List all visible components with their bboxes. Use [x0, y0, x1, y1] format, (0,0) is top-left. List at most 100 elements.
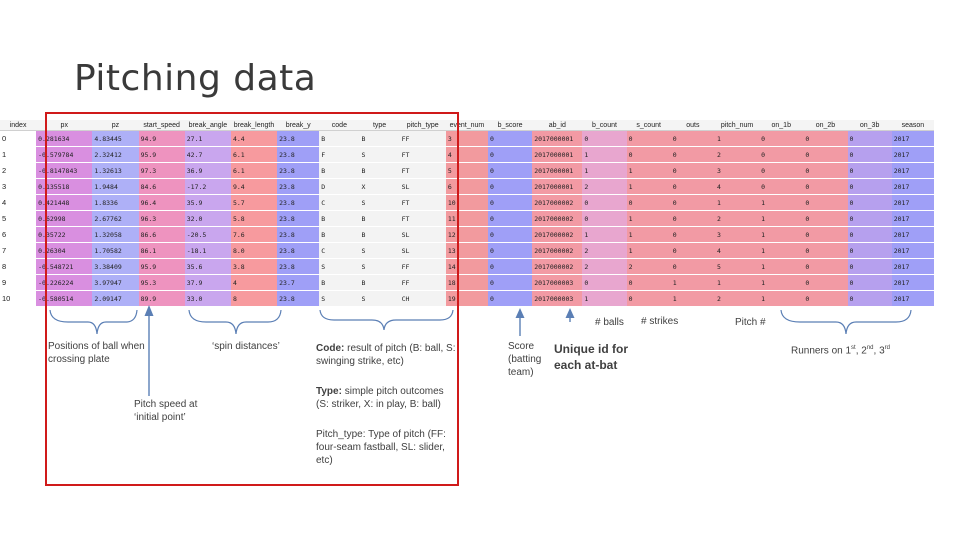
table-cell: 23.8: [277, 290, 320, 307]
table-cell: 1: [759, 210, 804, 227]
table-cell: 0: [670, 242, 715, 259]
table-cell: S: [359, 258, 400, 275]
table-cell: 1: [759, 226, 804, 243]
annotation-strikes: # strikes: [641, 316, 679, 327]
column-header-break-length: break_length: [230, 120, 278, 131]
table-cell: B: [359, 274, 400, 291]
table-cell: 0: [626, 146, 671, 163]
table-row: 10 -0.580514 2.09147 89.9 33.0 8 23.8 S S CH 19 0 20…: [0, 290, 934, 307]
table-cell: B: [319, 162, 360, 179]
code-term: Code:: [316, 343, 345, 354]
bracket-code-type: [319, 309, 454, 331]
table-cell: 2017000001: [532, 178, 583, 195]
table-cell: 0: [670, 210, 715, 227]
table-cell: 0.62998: [36, 210, 93, 227]
table-cell: SL: [399, 178, 446, 195]
table-cell: 0: [670, 258, 715, 275]
column-header-s-count: s_count: [626, 120, 671, 131]
table-cell: 1: [759, 242, 804, 259]
table-cell: 0: [759, 130, 804, 147]
row-index: 7: [0, 242, 37, 259]
code-desc: result of pitch (B: ball, S: swinging st…: [316, 343, 456, 367]
table-cell: FT: [399, 194, 446, 211]
table-cell: 5: [714, 258, 760, 275]
row-index: 8: [0, 258, 37, 275]
column-header-on-2b: on_2b: [803, 120, 848, 131]
column-header-start-speed: start_speed: [138, 120, 185, 131]
table-cell: 23.8: [277, 194, 320, 211]
table-cell: 0: [759, 162, 804, 179]
table-cell: 0.281634: [36, 130, 93, 147]
table-row: 8 -0.548721 3.38409 95.9 35.6 3.8 23.8 S S FF 14 0 2…: [0, 258, 934, 275]
table-cell: 2017000002: [532, 242, 583, 259]
table-cell: 94.9: [138, 130, 185, 147]
table-cell: 10: [445, 194, 488, 211]
runners-text-2: , 2: [855, 345, 867, 357]
table-cell: 6.1: [230, 146, 278, 163]
table-cell: 6: [445, 178, 488, 195]
table-cell: 11: [445, 210, 488, 227]
column-header-type: type: [359, 120, 400, 131]
table-row: 3 0.135518 1.9484 84.6 -17.2 9.4 23.8 D X SL 6 0 201…: [0, 178, 934, 195]
table-cell: 35.9: [184, 194, 231, 211]
table-cell: 3: [445, 130, 488, 147]
table-cell: -0.8147843: [36, 162, 93, 179]
type-desc: simple pitch outcomes (S: striker, X: in…: [316, 386, 444, 410]
table-cell: FF: [399, 258, 446, 275]
table-cell: 0: [626, 130, 671, 147]
table-cell: 1: [714, 130, 760, 147]
table-cell: 1: [626, 162, 671, 179]
annotation-pitch-num: Pitch #: [735, 317, 766, 328]
table-cell: B: [319, 274, 360, 291]
table-cell: FF: [399, 130, 446, 147]
table-cell: 7.6: [230, 226, 278, 243]
table-cell: 23.8: [277, 258, 320, 275]
table-cell: 14: [445, 258, 488, 275]
annotation-balls: # balls: [595, 317, 624, 328]
table-cell: S: [359, 290, 400, 307]
pitch-data-table-container: index px pz start_speed break_angle break_len…: [0, 120, 934, 307]
table-cell: 2017: [891, 146, 934, 163]
table-cell: 0: [847, 146, 892, 163]
table-cell: 6.1: [230, 162, 278, 179]
table-cell: -0.548721: [36, 258, 93, 275]
table-cell: 1.70582: [92, 242, 139, 259]
table-cell: 0: [670, 130, 715, 147]
table-row: 2 -0.8147843 1.32613 97.3 36.9 6.1 23.8 B B FT 5 0 2…: [0, 162, 934, 179]
table-cell: 12: [445, 226, 488, 243]
table-cell: 0: [488, 146, 533, 163]
table-cell: 1: [759, 290, 804, 307]
table-cell: 2: [714, 290, 760, 307]
type-term: Type:: [316, 386, 342, 397]
table-cell: 5: [445, 162, 488, 179]
table-cell: FF: [399, 274, 446, 291]
table-cell: C: [319, 242, 360, 259]
table-cell: 2.32412: [92, 146, 139, 163]
table-cell: 1.32058: [92, 226, 139, 243]
table-cell: 2017000001: [532, 130, 583, 147]
annotation-type: Type: simple pitch outcomes (S: striker,…: [316, 385, 458, 411]
table-cell: B: [359, 226, 400, 243]
table-cell: 0: [626, 290, 671, 307]
table-cell: X: [359, 178, 400, 195]
annotation-pitch-speed: Pitch speed at ‘initial point’: [134, 399, 198, 423]
table-cell: 19: [445, 290, 488, 307]
table-cell: B: [319, 210, 360, 227]
table-cell: 5.8: [230, 210, 278, 227]
table-cell: 3.8: [230, 258, 278, 275]
table-cell: 1: [626, 226, 671, 243]
table-cell: 0: [488, 194, 533, 211]
annotation-unique-id: Unique id for each at-bat: [554, 342, 628, 372]
column-header-code: code: [319, 120, 360, 131]
row-index: 4: [0, 194, 37, 211]
table-cell: 2: [582, 242, 627, 259]
row-index: 1: [0, 146, 37, 163]
table-row: 9 -0.226224 3.97947 95.3 37.9 4 23.7 B B FF 18 0 201…: [0, 274, 934, 291]
pitch-type-desc: Type of pitch (FF: four-seam fastball, S…: [316, 429, 446, 466]
table-cell: 0: [759, 178, 804, 195]
table-cell: 0: [670, 146, 715, 163]
table-cell: 33.0: [184, 290, 231, 307]
table-cell: 0: [847, 178, 892, 195]
table-cell: 1: [582, 290, 627, 307]
column-header-px: px: [36, 120, 93, 131]
